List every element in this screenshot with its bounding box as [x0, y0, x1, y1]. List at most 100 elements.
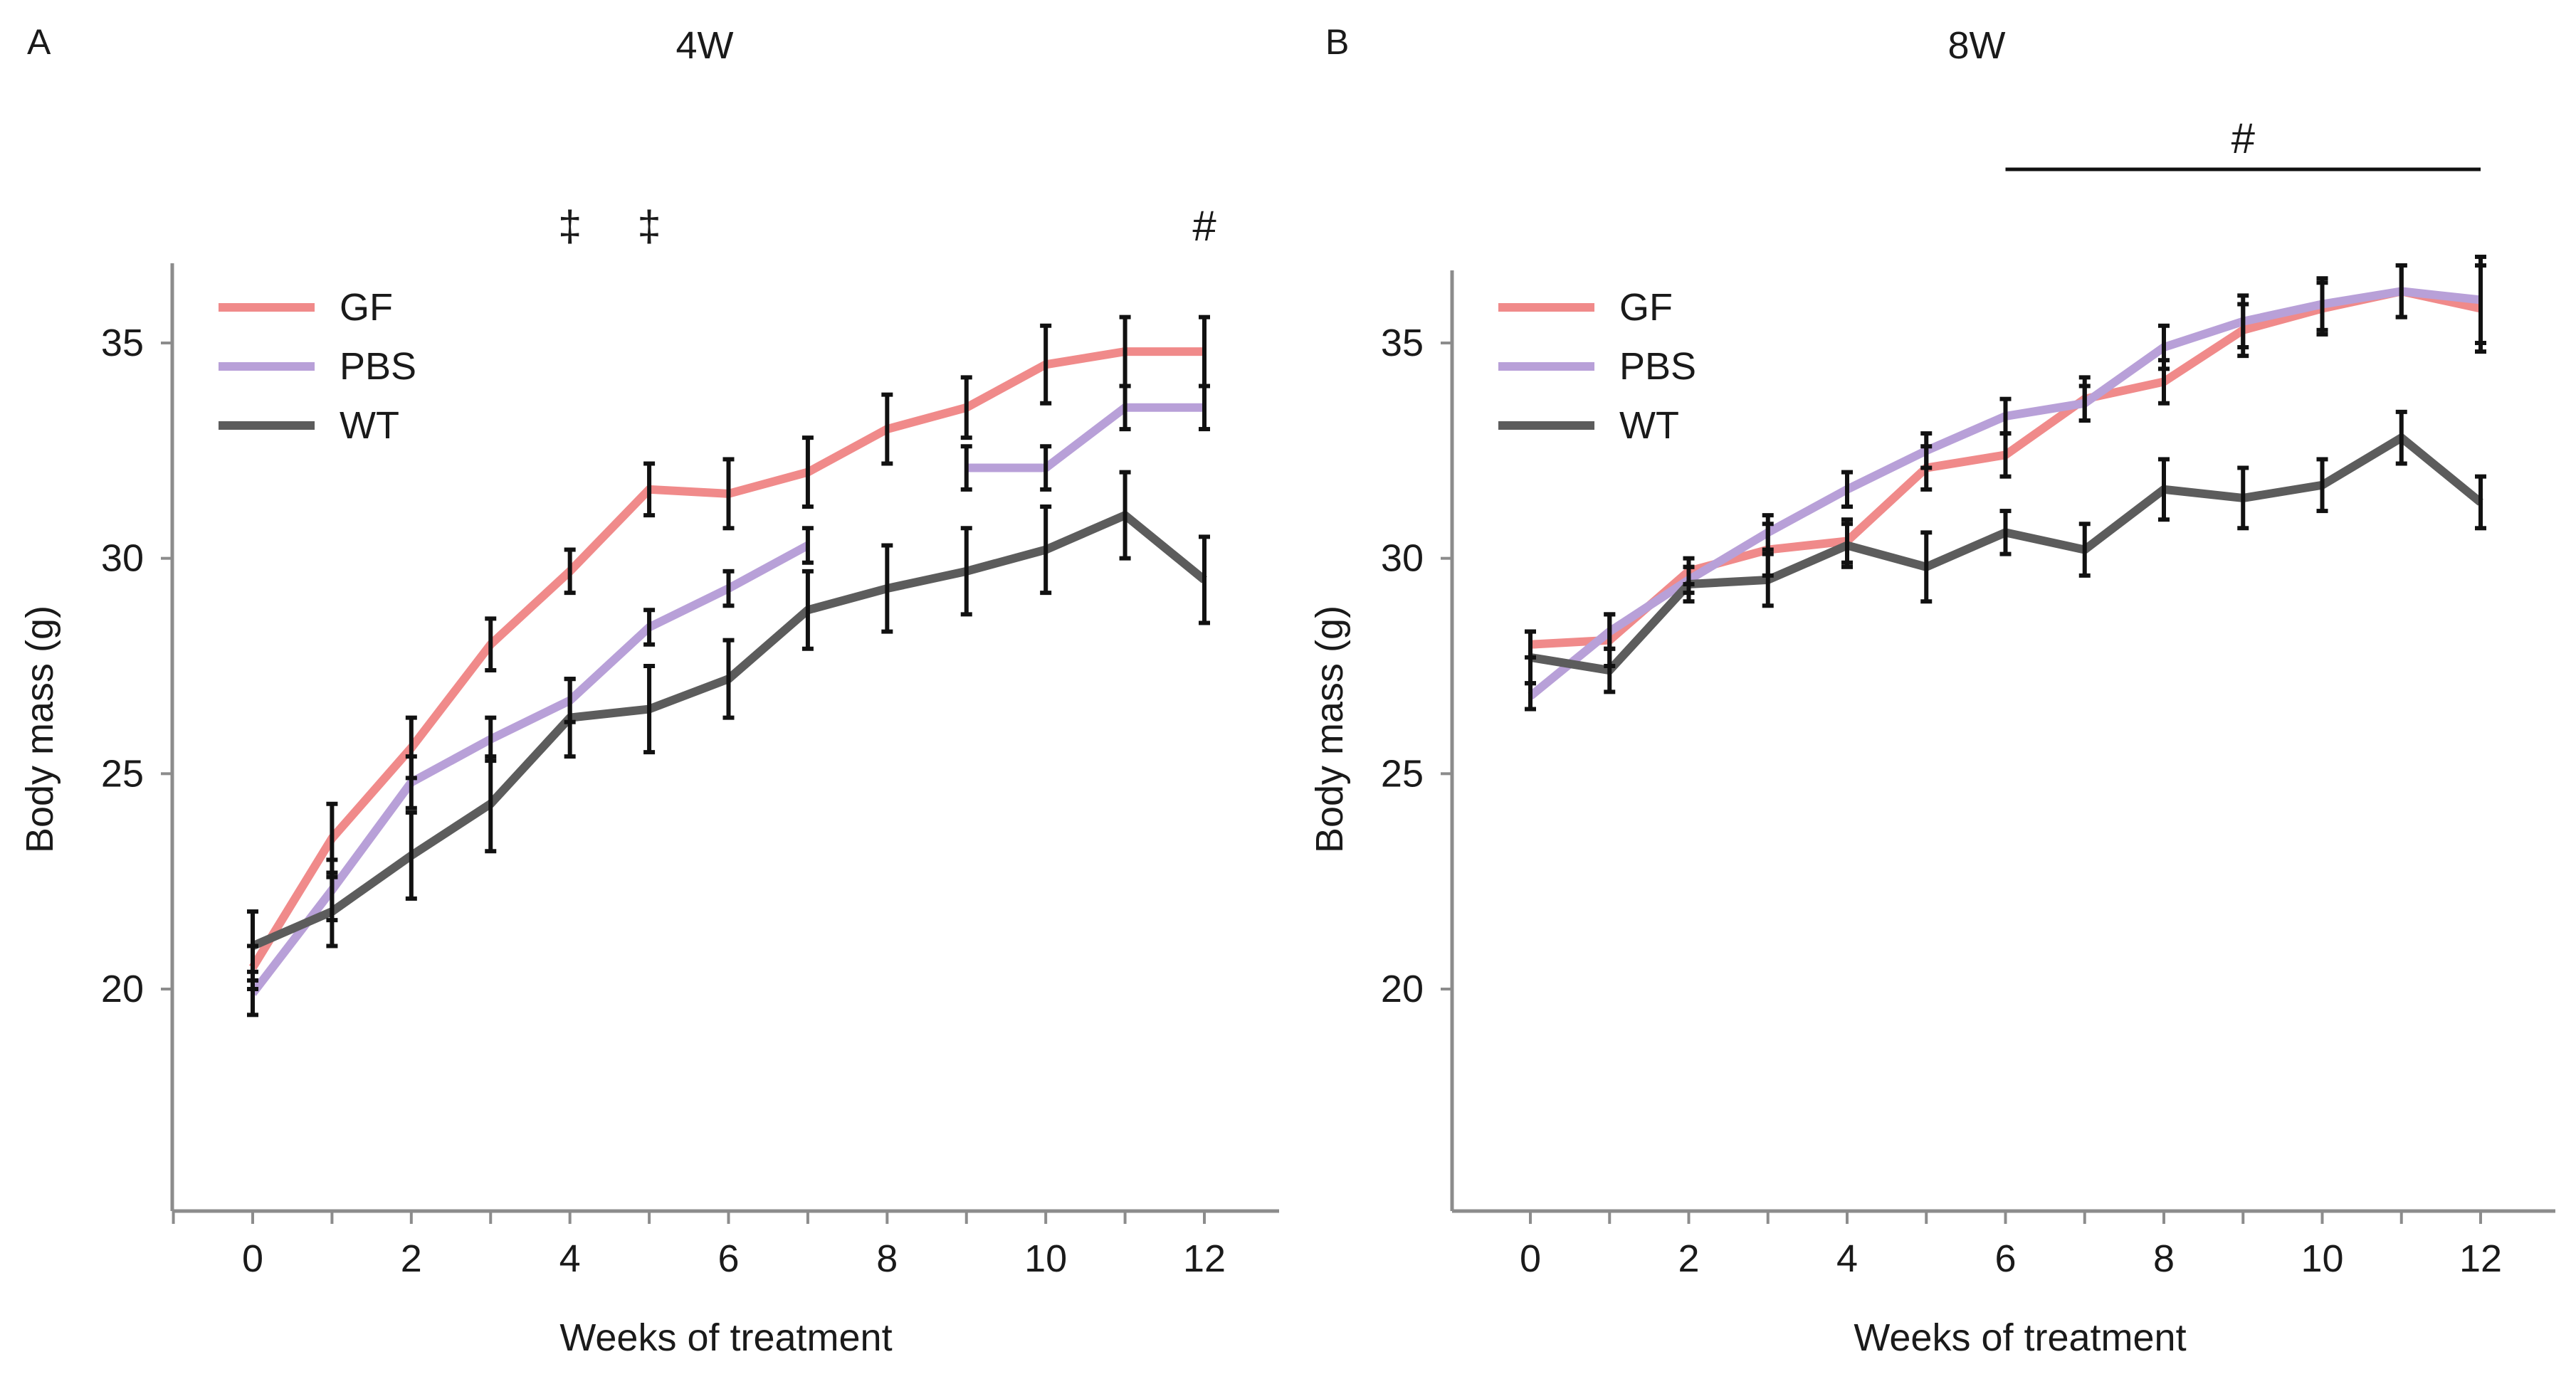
error-bar-wt	[1683, 564, 1695, 604]
panel-title: 4W	[676, 24, 734, 67]
x-axis-title: Weeks of treatment	[1854, 1316, 2186, 1359]
error-bar-wt	[485, 754, 497, 854]
error-bar-gf	[485, 616, 497, 673]
panel-letter: A	[27, 22, 51, 62]
y-tick-label: 25	[1381, 752, 1424, 795]
error-bar-wt	[2158, 457, 2170, 522]
legend-label-gf: GF	[1619, 286, 1673, 329]
x-tick-label: 8	[876, 1237, 898, 1280]
y-tick-label: 35	[101, 322, 144, 364]
error-bar-pbs	[1119, 384, 1131, 432]
error-bar-wt	[643, 664, 656, 755]
error-bar-gf	[1040, 323, 1052, 406]
panel-letter: B	[1325, 22, 1349, 62]
error-bar-pbs	[1762, 513, 1774, 552]
error-bar-gf	[881, 392, 893, 466]
x-tick-label: 12	[2459, 1237, 2502, 1280]
axis-ticks: 20 25 30 35 0 2 4 6 8 10 12	[101, 322, 1226, 1280]
error-bar-wt	[2395, 409, 2407, 466]
x-tick-label: 10	[2301, 1237, 2343, 1280]
error-bar-wt	[564, 677, 576, 759]
x-tick-label: 6	[1994, 1237, 2016, 1280]
y-axis-title: Body mass (g)	[1308, 606, 1351, 853]
x-tick-label: 4	[559, 1237, 581, 1280]
x-tick-label: 2	[1678, 1237, 1699, 1280]
x-tick-label: 10	[1024, 1237, 1067, 1280]
panel-b: B 8W # 20 25 30 35 0 2 4 6 8 10 12 GF PBS WT Weeks o…	[1308, 22, 2555, 1359]
error-bar-wt	[2475, 474, 2486, 531]
y-tick-label: 20	[1381, 968, 1424, 1010]
y-tick-label: 30	[1381, 537, 1424, 580]
error-bar-pbs	[2158, 323, 2170, 371]
error-bar-wt	[1525, 629, 1536, 686]
error-bar-pbs	[2237, 293, 2249, 350]
legend: GF PBS WT	[219, 286, 416, 447]
x-axis-title: Weeks of treatment	[559, 1316, 892, 1359]
legend-label-pbs: PBS	[340, 345, 416, 388]
significance-mark: #	[1192, 202, 1216, 250]
legend-label-wt: WT	[340, 404, 399, 447]
error-bar-gf	[801, 435, 814, 509]
error-bar-wt	[1841, 522, 1853, 569]
error-bar-pbs	[2078, 384, 2091, 423]
series-line-pbs	[966, 403, 1204, 472]
error-bar-pbs	[2395, 263, 2407, 319]
legend: GF PBS WT	[1498, 286, 1696, 447]
error-bar-wt	[2316, 457, 2328, 514]
error-bar-pbs	[2316, 276, 2328, 332]
y-tick-label: 20	[101, 968, 144, 1010]
error-bar-pbs	[1199, 384, 1210, 432]
error-bar-gf	[643, 461, 656, 518]
x-tick-label: 0	[1520, 1237, 1541, 1280]
x-tick-label: 12	[1183, 1237, 1226, 1280]
error-bar-gf	[960, 375, 972, 440]
error-bar-pbs	[1999, 396, 2012, 436]
error-bar-pbs	[1040, 444, 1052, 492]
significance-mark: ‡	[637, 202, 661, 250]
x-tick-label: 4	[1836, 1237, 1858, 1280]
error-bar-wt	[960, 526, 972, 617]
error-bar-wt	[405, 810, 417, 901]
error-bar-wt	[1920, 530, 1933, 604]
error-bar-wt	[2237, 465, 2249, 531]
significance-annotations: #	[2005, 115, 2481, 171]
error-bar-wt	[2078, 522, 2091, 578]
error-bar-pbs	[722, 569, 735, 608]
x-tick-label: 2	[401, 1237, 422, 1280]
error-bar-pbs	[960, 444, 972, 492]
error-bar-wt	[247, 909, 258, 983]
series-line-pbs	[249, 541, 810, 996]
significance-mark: ‡	[558, 202, 582, 250]
error-bar-wt	[1040, 504, 1052, 596]
y-tick-label: 35	[1381, 322, 1424, 364]
axis-ticks: 20 25 30 35 0 2 4 6 8 10 12	[1381, 322, 2502, 1280]
legend-label-pbs: PBS	[1619, 345, 1696, 388]
error-bars	[1525, 254, 2486, 712]
y-axis-title: Body mass (g)	[19, 606, 61, 853]
error-bar-wt	[326, 874, 338, 948]
error-bar-gf	[564, 547, 576, 596]
error-bar-pbs	[1841, 470, 1853, 509]
significance-annotations: ‡ ‡ #	[558, 202, 1216, 250]
x-tick-label: 0	[242, 1237, 263, 1280]
x-tick-label: 8	[2153, 1237, 2175, 1280]
error-bar-pbs	[643, 608, 656, 647]
significance-mark: #	[2231, 115, 2256, 162]
error-bar-wt	[722, 638, 735, 720]
legend-label-wt: WT	[1619, 404, 1679, 447]
error-bar-pbs	[1920, 431, 1933, 470]
error-bar-gf	[722, 457, 735, 531]
error-bar-wt	[1604, 646, 1616, 694]
legend-label-gf: GF	[340, 286, 393, 329]
error-bar-pbs	[405, 754, 417, 810]
y-tick-label: 30	[101, 537, 144, 580]
error-bar-wt	[1999, 509, 2012, 556]
error-bar-wt	[1762, 551, 1774, 608]
panel-title: 8W	[1948, 24, 2006, 67]
panel-a: A 4W ‡ ‡ # 20 25 30 35 0 2 4 6 8 10 12 GF PBS WT Weeks…	[19, 22, 1279, 1359]
x-tick-label: 6	[717, 1237, 739, 1280]
error-bar-pbs	[801, 526, 814, 565]
error-bar-pbs	[2475, 254, 2486, 345]
error-bar-wt	[1119, 470, 1131, 561]
